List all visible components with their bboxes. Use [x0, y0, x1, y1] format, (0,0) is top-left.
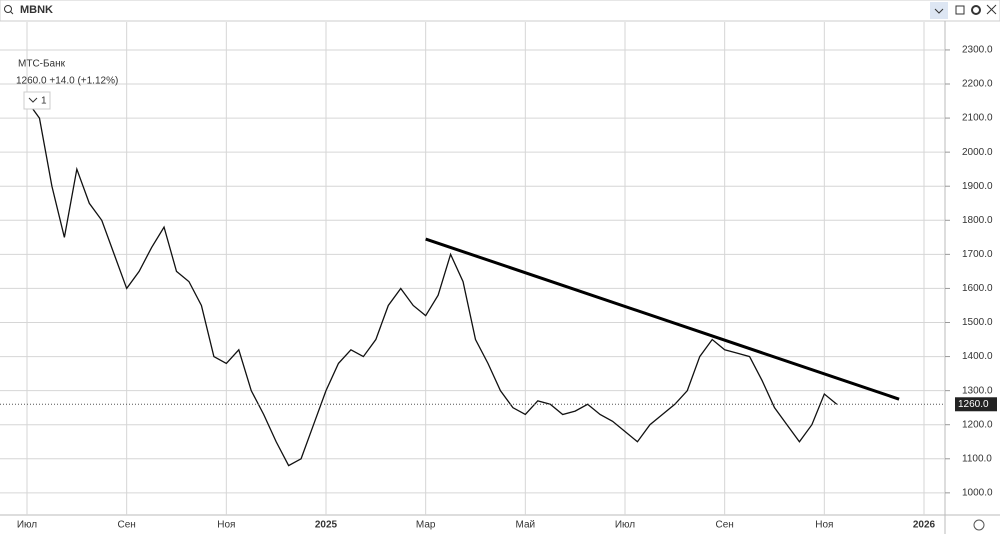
y-tick-label: 1800.0 — [962, 215, 993, 226]
y-tick-label: 2300.0 — [962, 45, 993, 56]
y-tick-label: 1400.0 — [962, 351, 993, 362]
x-tick-label: Май — [516, 520, 536, 531]
x-tick-label: Ноя — [815, 520, 833, 531]
x-tick-label: Сен — [118, 520, 136, 531]
y-tick-label: 1100.0 — [962, 453, 992, 464]
interval-box[interactable] — [23, 91, 51, 110]
y-tick-label: 1200.0 — [962, 419, 993, 430]
y-tick-label: 2200.0 — [962, 79, 993, 90]
search-icon[interactable] — [4, 5, 12, 13]
window-icon[interactable] — [955, 5, 965, 15]
y-tick-label: 1500.0 — [962, 317, 993, 328]
dropdown[interactable] — [930, 2, 948, 19]
dropdown-icon — [934, 8, 944, 14]
close-icon[interactable] — [986, 4, 997, 15]
settings-icon[interactable] — [971, 5, 981, 15]
last-price-box — [955, 397, 997, 412]
y-tick-label: 1300.0 — [962, 385, 993, 396]
interval[interactable]: 1 — [41, 96, 47, 107]
x-tick-label: Ноя — [217, 520, 235, 531]
price-line — [26, 100, 838, 467]
x-tick-label: 2025 — [315, 520, 338, 531]
quote: 1260.0 +14.0 (+1.12%) — [16, 76, 118, 87]
y-tick-label: 2100.0 — [962, 113, 993, 124]
settings-button[interactable] — [973, 519, 985, 531]
x-tick-label: Мар — [416, 520, 436, 531]
y-tick-label: 1700.0 — [962, 249, 993, 260]
symbol[interactable]: MBNK — [20, 4, 53, 16]
instrument-name: МТС-Банк — [18, 59, 66, 70]
y-tick-label: 1900.0 — [962, 181, 993, 192]
toolbar — [0, 0, 1000, 22]
x-tick-label: Июл — [17, 520, 37, 531]
search-icon-handle — [10, 11, 14, 15]
last-price-label: 1260.0 — [958, 399, 989, 410]
x-tick-label: 2026 — [913, 520, 936, 531]
interval-icon — [28, 97, 38, 103]
x-tick-label: Сен — [716, 520, 734, 531]
y-tick-label: 2000.0 — [962, 147, 993, 158]
x-tick-label: Июл — [615, 520, 635, 531]
y-tick-label: 1000.0 — [962, 487, 993, 498]
y-tick-label: 1600.0 — [962, 283, 993, 294]
trendline — [425, 237, 900, 401]
